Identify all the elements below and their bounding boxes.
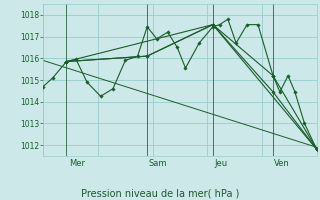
Text: Jeu: Jeu: [214, 159, 227, 168]
Text: Pression niveau de la mer( hPa ): Pression niveau de la mer( hPa ): [81, 188, 239, 198]
Text: Sam: Sam: [148, 159, 167, 168]
Text: Ven: Ven: [274, 159, 290, 168]
Text: Mer: Mer: [69, 159, 85, 168]
